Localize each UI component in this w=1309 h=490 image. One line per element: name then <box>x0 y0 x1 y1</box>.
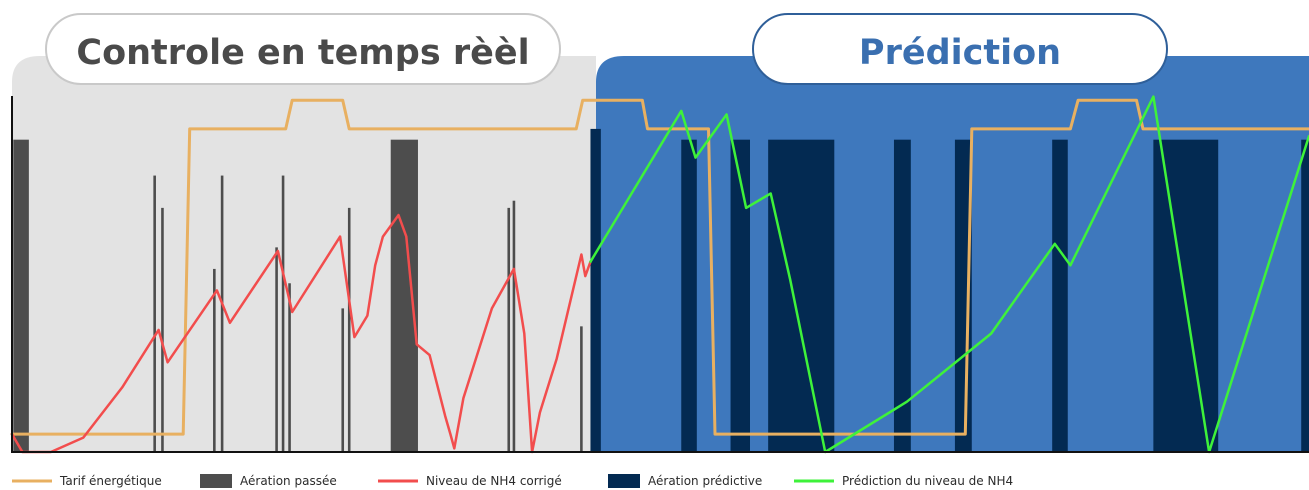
legend-item-tarif-energetique: Tarif énergétique <box>12 474 162 488</box>
niveau-de-nh4-corrige-line <box>10 213 592 454</box>
legend: Tarif énergétique Aération passée Niveau d… <box>12 474 1013 488</box>
aeration-passee-bar-2 <box>153 175 156 452</box>
aeration-predictive-bar-7 <box>1052 139 1068 453</box>
aeration-predictive-bar-1 <box>590 128 601 452</box>
aeration-passee-bar-1 <box>13 139 29 453</box>
aeration-predictive-bar-3 <box>730 139 750 453</box>
prediction-title-pill: Prédiction <box>752 13 1168 85</box>
aeration-passee-bar-7 <box>281 175 285 452</box>
legend-label: Aération prédictive <box>648 474 762 488</box>
aeration-passee-bar-14 <box>580 326 583 452</box>
aeration-passee-bar-11 <box>390 139 418 453</box>
legend-item-aeration-passee: Aération passée <box>200 474 337 488</box>
aeration-passee-bar-9 <box>341 308 345 452</box>
aeration-passee-bar-4 <box>213 268 216 452</box>
aeration-passee-bar-5 <box>220 175 224 452</box>
aeration-predictive-bar-9 <box>1301 139 1309 453</box>
legend-item-aeration-predictive: Aération prédictive <box>608 474 762 488</box>
prediction-title: Prédiction <box>859 33 1061 73</box>
legend-item-niveau-de-nh4-corrige: Niveau de NH4 corrigé <box>378 474 562 488</box>
aeration-passee-bar-6 <box>275 247 278 452</box>
legend-swatch <box>608 474 640 488</box>
aeration-passee-bar-8 <box>288 283 291 452</box>
tarif-energetique-line <box>10 98 1309 436</box>
realtime-control-title-pill: Controle en temps rèèl <box>45 13 561 85</box>
aeration-predictive-bar-2 <box>681 139 697 453</box>
aeration-passee-bar-3 <box>161 207 164 452</box>
aeration-passee-bar-12 <box>507 207 511 452</box>
legend-label: Aération passée <box>240 474 337 488</box>
aeration-predictive-bar-5 <box>893 139 911 453</box>
legend-label: Tarif énergétique <box>59 474 162 488</box>
realtime-control-title: Controle en temps rèèl <box>76 33 529 73</box>
legend-label: Prédiction du niveau de NH4 <box>842 474 1013 488</box>
aeration-predictive-bar-4 <box>768 139 835 453</box>
realtime-control-panel <box>12 56 596 452</box>
aeration-passee-bar-10 <box>347 207 351 452</box>
legend-label: Niveau de NH4 corrigé <box>426 474 562 488</box>
aeration-passee-bar-13 <box>512 200 516 452</box>
legend-swatch <box>200 474 232 488</box>
legend-item-prediction-du-niveau-de-nh4: Prédiction du niveau de NH4 <box>794 474 1013 488</box>
